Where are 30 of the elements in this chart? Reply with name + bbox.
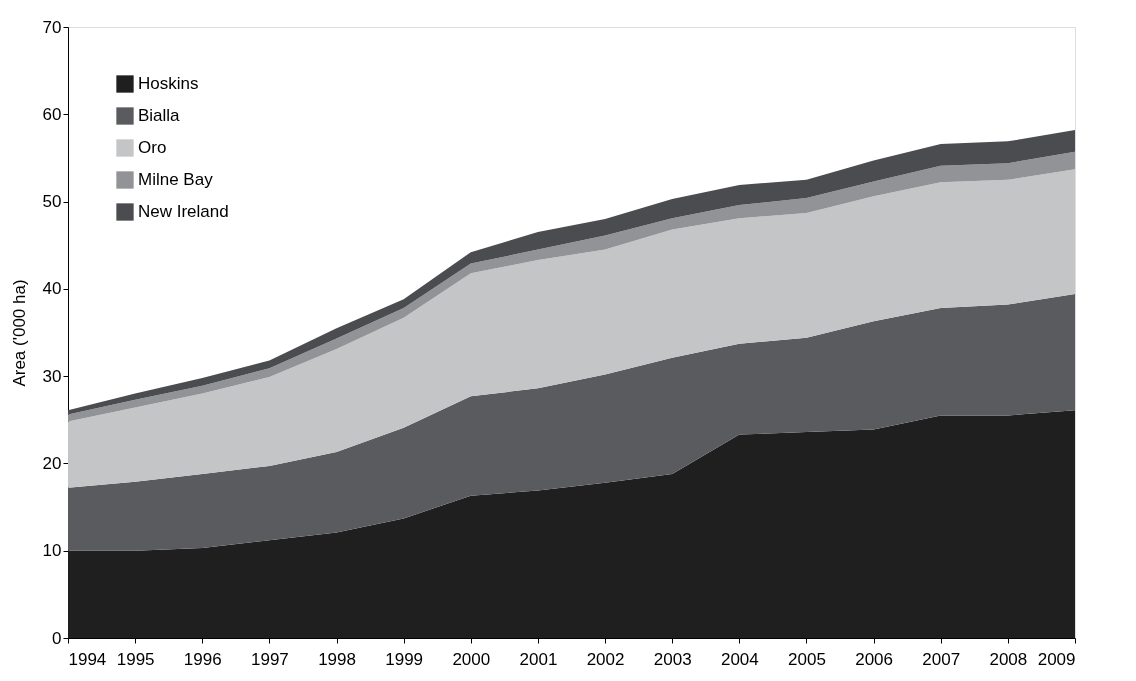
y-axis-title: Area ('000 ha) [9, 279, 29, 387]
y-tick-label: 40 [42, 279, 62, 299]
x-tick-label: 1999 [385, 649, 424, 669]
y-tick-label: 60 [42, 104, 62, 124]
y-tick-label: 30 [42, 366, 62, 386]
y-tick-label: 10 [42, 541, 62, 561]
x-tick-label: 1995 [116, 649, 155, 669]
x-tick-label: 1998 [318, 649, 356, 669]
y-tick-label: 0 [52, 628, 62, 648]
x-tick-label: 2001 [519, 649, 558, 669]
x-tick-label: 2006 [855, 649, 894, 669]
y-tick-label: 70 [42, 17, 62, 37]
legend-label: Hoskins [138, 74, 199, 93]
legend-label: Milne Bay [138, 170, 214, 189]
x-tick-label: 2004 [720, 649, 759, 669]
y-tick-label: 20 [42, 453, 62, 473]
x-tick-label: 2005 [788, 649, 826, 669]
x-tick-label: 2003 [653, 649, 692, 669]
legend-label: New Ireland [138, 202, 229, 221]
x-tick-label: 1996 [183, 649, 222, 669]
x-tick-label: 1994 [68, 649, 107, 669]
y-tick-label: 50 [42, 192, 62, 212]
x-tick-label: 1997 [250, 649, 289, 669]
legend-label: Bialla [138, 106, 181, 125]
x-tick-label: 2000 [452, 649, 491, 669]
legend-label: Oro [138, 138, 167, 157]
x-tick-label: 2009 [1037, 649, 1076, 669]
x-tick-label: 2008 [989, 649, 1028, 669]
x-tick-label: 2007 [922, 649, 961, 669]
x-tick-label: 2002 [586, 649, 625, 669]
